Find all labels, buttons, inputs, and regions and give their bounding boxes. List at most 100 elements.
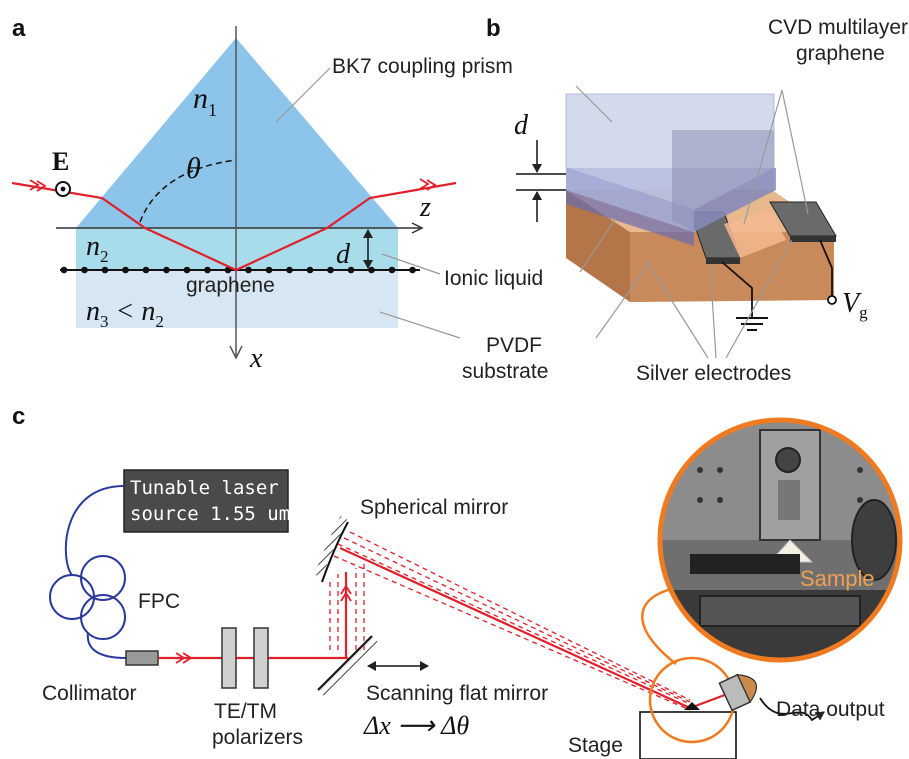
cvd-leader-2 <box>781 89 809 215</box>
collimator-label: Collimator <box>42 682 137 705</box>
collimator <box>125 650 159 666</box>
graphene-dot <box>409 266 416 274</box>
graphene-dot <box>286 266 293 274</box>
graphene-dots <box>60 266 416 274</box>
graphene-dot <box>101 266 109 274</box>
flat-mirror <box>317 635 373 691</box>
graphene-dot <box>347 266 355 274</box>
pvdf-leader-a <box>379 311 461 339</box>
laser-label-line1: Tunable laser <box>130 477 279 499</box>
spherical-mirror <box>321 521 349 583</box>
cvd-label-line1: CVD multilayer <box>768 16 908 39</box>
stage-label: Stage <box>568 734 623 757</box>
beam-arrow-c1 <box>175 652 193 664</box>
gate-wire <box>819 239 833 296</box>
prism-box-front <box>566 168 694 232</box>
panel-letter-b: b <box>486 15 501 42</box>
laser-source-box <box>123 469 289 533</box>
ionic-liquid-front <box>566 190 694 246</box>
silver-leader-3 <box>645 259 709 359</box>
polarizer-1 <box>221 627 237 689</box>
coupling-prism <box>76 38 398 228</box>
flat-mirror-hatch <box>319 637 379 697</box>
beam-to-sample <box>339 546 691 710</box>
z-axis-arrowhead <box>411 222 424 234</box>
prism-inner-block <box>672 130 774 232</box>
gate-terminal <box>827 295 837 305</box>
graphene-dot <box>245 266 252 274</box>
pvdf-label-line2: substrate <box>462 360 548 383</box>
graphene-dot <box>163 266 170 274</box>
silver-label: Silver electrodes <box>636 362 791 385</box>
theta-label: θ <box>186 152 201 185</box>
beam-dashed-d3 <box>343 537 691 703</box>
fiber-in <box>64 485 125 576</box>
panel-b: b d Vg <box>486 15 908 385</box>
z-axis-label: z <box>419 192 431 223</box>
pvdf-leader-b <box>595 261 651 339</box>
x-axis-label: x <box>249 343 263 374</box>
polarizer-label-line2: polarizers <box>212 726 303 749</box>
graphene-dot <box>122 266 129 274</box>
prism-leader <box>275 67 331 123</box>
sample-label: Sample <box>800 566 875 591</box>
vg-label: Vg <box>842 288 868 322</box>
polarizer-label-line1: TE/TM <box>214 700 277 723</box>
ionic-leader-b <box>579 217 617 273</box>
graphene-dot <box>224 266 232 274</box>
d-label-b: d <box>514 110 529 141</box>
fpc-loop-1 <box>49 574 95 620</box>
fpc-loop-3 <box>80 594 126 640</box>
laser-label-line2: source 1.55 um <box>130 503 290 525</box>
beam-dashed-d4 <box>349 531 691 701</box>
d-label-a: d <box>336 239 351 270</box>
beam-in-arrow <box>29 179 47 192</box>
beam-path <box>11 181 457 272</box>
ionic-leader-a <box>381 253 441 275</box>
electrode-left-edge <box>706 258 740 264</box>
theta-arc <box>139 159 237 223</box>
ionic-liquid-layer <box>76 228 398 270</box>
graphene-dot <box>327 266 334 274</box>
ionic-liquid-label: Ionic liquid <box>444 267 543 290</box>
spherical-mirror-label: Spherical mirror <box>360 496 508 519</box>
delta-label: Δx ⟶ Δθ <box>363 711 469 740</box>
substrate-layer <box>76 270 398 328</box>
fiber-out <box>86 632 127 659</box>
ground-wire <box>721 261 753 318</box>
silver-leader-1 <box>709 263 717 359</box>
fpc-label: FPC <box>138 590 180 613</box>
graphene-dot <box>183 266 191 274</box>
beam-dashed-d1 <box>333 555 691 711</box>
n2-label: n2 <box>86 231 109 266</box>
beam-dashed-d2 <box>337 543 691 705</box>
panel-letter-a: a <box>12 15 26 42</box>
graphene-dot <box>265 266 273 274</box>
inset-border <box>657 417 903 663</box>
graphene-dot <box>388 266 396 274</box>
graphene-dot <box>368 266 375 274</box>
pvdf-label-line1: PVDF <box>486 334 542 357</box>
graphene-dot <box>204 266 211 274</box>
beam-arrow-c2 <box>340 584 352 602</box>
panel-letter-c: c <box>12 403 25 430</box>
panel-a: a E n1 θ n2 n3 < n2 graphene z x <box>11 15 513 374</box>
graphene-dot <box>81 266 88 274</box>
graphene-dot <box>60 266 68 274</box>
scanning-mirror-label: Scanning flat mirror <box>366 682 548 705</box>
n1-label: n1 <box>193 82 217 120</box>
panel-c: c Tunable laser source 1.55 um FPC Colli… <box>12 403 903 759</box>
cvd-label-line2: graphene <box>796 42 885 65</box>
detector <box>718 673 758 712</box>
data-output-label: Data output <box>776 698 885 721</box>
spherical-mirror-hatch <box>314 516 348 578</box>
channel <box>724 210 786 258</box>
silver-leader-2 <box>725 239 793 359</box>
cvd-leader-1 <box>743 89 783 225</box>
fpc-loop-2 <box>80 555 126 601</box>
electrode-right-edge <box>790 236 836 242</box>
e-field-dot <box>60 186 66 192</box>
beam-out-arrow <box>419 178 437 191</box>
e-field-label: E <box>52 147 69 176</box>
graphene-dot <box>142 266 150 274</box>
